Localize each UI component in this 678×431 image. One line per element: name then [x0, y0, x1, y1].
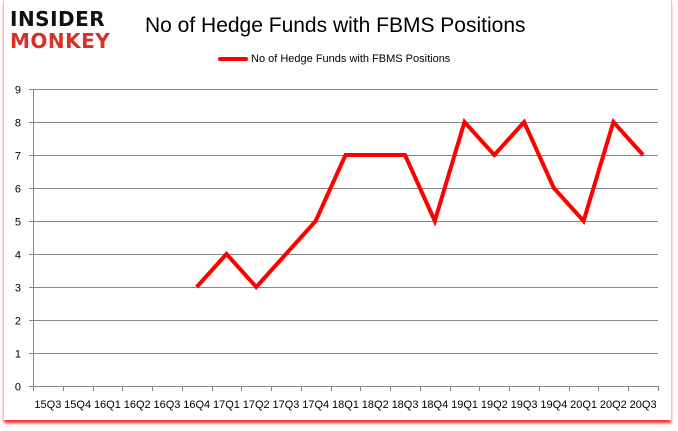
x-tick-label: 20Q3 [630, 399, 657, 411]
x-tick-label: 17Q3 [273, 399, 300, 411]
x-tick-label: 15Q3 [34, 399, 61, 411]
insider-monkey-logo: INSIDER MONKEY [10, 8, 128, 54]
y-tick-label: 9 [15, 85, 21, 97]
x-tick-label: 16Q4 [183, 399, 210, 411]
y-tick-label: 0 [15, 382, 21, 394]
x-tick-label: 17Q4 [302, 399, 329, 411]
x-tick-label: 16Q2 [124, 399, 151, 411]
y-tick-label: 5 [15, 217, 21, 229]
y-tick-label: 4 [15, 250, 21, 262]
x-tick-label: 19Q1 [451, 399, 478, 411]
y-tick-label: 2 [15, 316, 21, 328]
x-tick-label: 15Q4 [64, 399, 91, 411]
x-tick-label: 19Q3 [511, 399, 538, 411]
x-tick-label: 20Q2 [600, 399, 627, 411]
y-tick-label: 8 [15, 118, 21, 130]
chart-frame [3, 0, 672, 420]
logo-line-1: INSIDER [10, 7, 106, 31]
x-tick-label: 16Q1 [94, 399, 121, 411]
axes [33, 89, 658, 387]
y-tick-label: 6 [15, 184, 21, 196]
x-tick-label: 19Q4 [540, 399, 567, 411]
logo-line-2: MONKEY [10, 29, 111, 53]
y-tick-label: 3 [15, 283, 21, 295]
x-tick-label: 18Q3 [392, 399, 419, 411]
x-tick-label: 16Q3 [153, 399, 180, 411]
x-tick-label: 17Q2 [243, 399, 270, 411]
x-tick-label: 19Q2 [481, 399, 508, 411]
series-line [195, 118, 645, 290]
x-tick-label: 18Q4 [421, 399, 448, 411]
y-axis-ticks: 0 1 2 3 4 5 6 7 8 9 [15, 85, 33, 394]
x-tick-label: 17Q1 [213, 399, 240, 411]
x-axis-ticks: 15Q3 15Q4 16Q1 16Q2 16Q3 16Q4 17Q1 17Q2 17Q3 17Q4… [33, 386, 659, 411]
x-tick-label: 18Q1 [332, 399, 359, 411]
legend-line-swatch-icon [218, 57, 248, 61]
gridlines [33, 89, 658, 354]
y-tick-label: 1 [15, 349, 21, 361]
x-tick-label: 18Q2 [362, 399, 389, 411]
y-tick-label: 7 [15, 151, 21, 163]
chart-title: No of Hedge Funds with FBMS Positions [145, 14, 526, 37]
legend-label: No of Hedge Funds with FBMS Positions [251, 53, 451, 65]
chart-legend: No of Hedge Funds with FBMS Positions [218, 53, 450, 65]
x-tick-label: 20Q1 [570, 399, 597, 411]
